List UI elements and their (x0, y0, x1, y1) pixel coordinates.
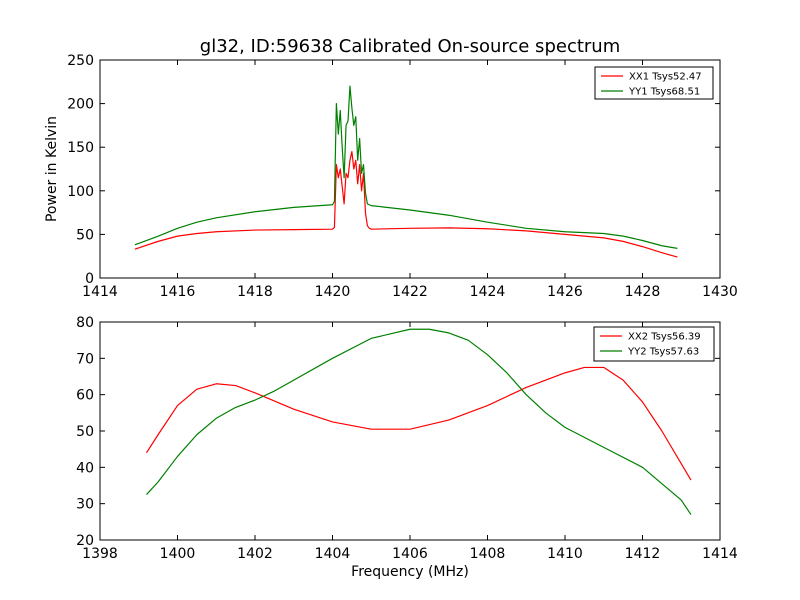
x-tick-label: 1418 (237, 284, 273, 300)
x-tick-label: 1400 (160, 546, 196, 562)
x-tick-label: 1426 (547, 284, 583, 300)
x-tick-label: 1414 (702, 546, 738, 562)
x-axis-label: Frequency (MHz) (351, 564, 469, 580)
y-tick-label: 70 (76, 351, 94, 367)
x-tick-label: 1416 (160, 284, 196, 300)
x-tick-label: 1404 (315, 546, 351, 562)
x-tick-label: 1398 (82, 546, 118, 562)
x-tick-label: 1402 (237, 546, 273, 562)
x-tick-label: 1420 (315, 284, 351, 300)
y-tick-label: 50 (76, 424, 94, 440)
y-tick-label: 60 (76, 388, 94, 404)
y-axis-label: Power in Kelvin (44, 116, 60, 222)
legend-box (594, 66, 714, 100)
x-tick-label: 1412 (625, 546, 661, 562)
y-tick-label: 80 (76, 315, 94, 331)
series-line-xx1 (134, 150, 678, 258)
y-tick-label: 30 (76, 497, 94, 513)
charts-container: gl32, ID:59638 Calibrated On-source spec… (44, 36, 738, 580)
legend: XX2 Tsys56.39 YY2 Tsys57.63 (593, 326, 715, 362)
series-line-yy1 (134, 85, 678, 249)
legend-entry: YY2 Tsys57.63 (627, 347, 699, 358)
y-tick-label: 200 (67, 97, 94, 113)
chart-panel-2: 1398 1400 1402 1404 1406 1408 1410 1412 1414 20 30… (76, 315, 738, 580)
legend-entry: XX2 Tsys56.39 (628, 332, 701, 343)
y-tick-label: 100 (67, 184, 94, 200)
series-line-xx2 (145, 366, 692, 481)
x-tick-label: 1408 (470, 546, 506, 562)
y-tick-label: 250 (67, 53, 94, 69)
legend: XX1 Tsys52.47 YY1 Tsys68.51 (594, 66, 714, 100)
y-tick-label: 0 (85, 271, 94, 287)
legend-entry: YY1 Tsys68.51 (628, 87, 700, 98)
legend-box (593, 326, 715, 362)
x-tick-label: 1406 (392, 546, 428, 562)
legend-entry: XX1 Tsys52.47 (629, 72, 702, 83)
y-tick-label: 20 (76, 533, 94, 549)
y-tick-label: 150 (67, 140, 94, 156)
x-tick-label: 1414 (82, 284, 118, 300)
x-tick-label: 1428 (625, 284, 661, 300)
y-tick-label: 50 (76, 227, 94, 243)
y-tick-label: 40 (76, 460, 94, 476)
chart-title: gl32, ID:59638 Calibrated On-source spec… (200, 36, 620, 57)
chart-panel-1: gl32, ID:59638 Calibrated On-source spec… (44, 36, 738, 300)
x-tick-label: 1430 (702, 284, 738, 300)
x-tick-label: 1410 (547, 546, 583, 562)
series-line-yy2 (146, 328, 692, 515)
x-tick-label: 1424 (470, 284, 506, 300)
x-tick-label: 1422 (392, 284, 428, 300)
